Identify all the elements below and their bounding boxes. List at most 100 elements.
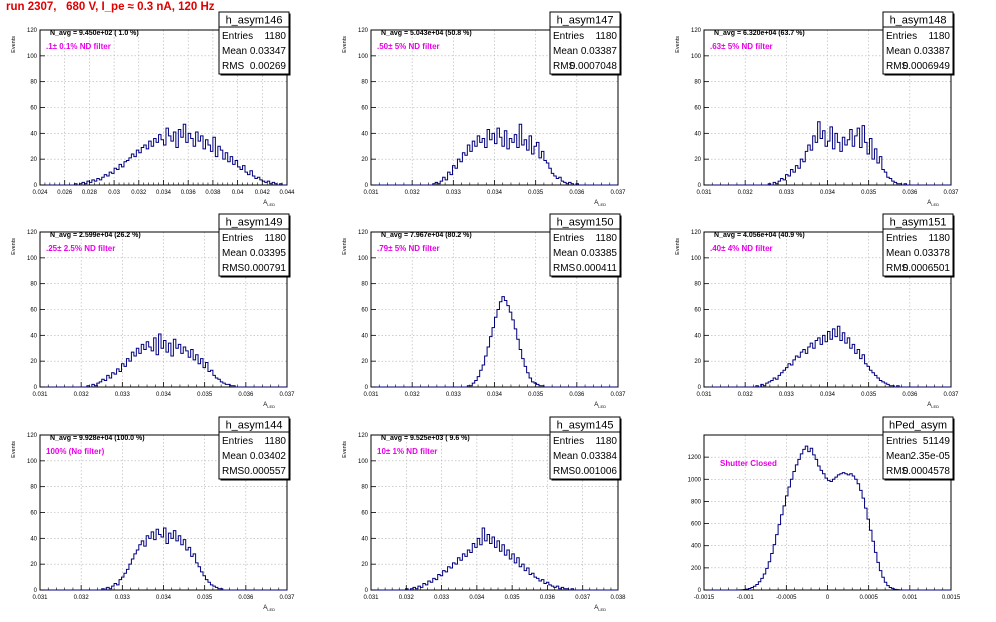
stats-label: RMS bbox=[222, 466, 245, 477]
x-axis-title: ALED bbox=[263, 200, 275, 207]
y-tick-label: 60 bbox=[694, 106, 701, 112]
y-tick-label: 20 bbox=[361, 157, 368, 163]
navg-label: N_avg = 9.525e+03 ( 9.6 %) bbox=[381, 435, 470, 442]
stats-label: Mean bbox=[886, 451, 911, 462]
x-axis-subscript: LED bbox=[267, 607, 275, 612]
histogram-pad-h_asym150: 0.031 0.032 0.033 0.034 0.035 0.036 0.037 0 20 40… bbox=[342, 213, 626, 409]
stats-label: RMS bbox=[886, 61, 909, 72]
x-tick-label: 0.036 bbox=[902, 190, 918, 196]
stats-value: 1180 bbox=[264, 31, 286, 42]
stats-value: 0.03402 bbox=[250, 451, 287, 462]
x-tick-label: 0.03 bbox=[108, 190, 120, 196]
filter-annotation: .63± 5% ND filter bbox=[710, 42, 773, 51]
filter-annotation: .1± 0.1% ND filter bbox=[46, 42, 111, 51]
x-tick-label: 0.033 bbox=[434, 595, 450, 601]
stats-label: RMS bbox=[553, 466, 576, 477]
y-tick-label: 80 bbox=[30, 282, 37, 288]
stats-value: 0.03347 bbox=[250, 46, 287, 57]
stats-value: 0.0004578 bbox=[903, 466, 951, 477]
y-tick-label: 60 bbox=[30, 308, 37, 314]
stats-label: Mean bbox=[553, 451, 578, 462]
y-tick-label: 80 bbox=[30, 80, 37, 86]
x-tick-label: 0.036 bbox=[569, 392, 585, 398]
x-tick-label: 0.038 bbox=[205, 190, 221, 196]
y-tick-label: 40 bbox=[30, 536, 37, 542]
x-tick-label: 0.035 bbox=[528, 392, 544, 398]
x-axis-subscript: LED bbox=[267, 202, 275, 207]
y-tick-label: 0 bbox=[365, 588, 369, 594]
stats-value: 0.000791 bbox=[244, 263, 286, 274]
y-tick-label: 800 bbox=[691, 499, 702, 505]
histogram-pad-h_asym148: 0.031 0.032 0.033 0.034 0.035 0.036 0.037 0 20 40… bbox=[675, 11, 959, 207]
histogram-name: h_asym148 bbox=[890, 15, 947, 27]
histogram-pad-h_asym144: 0.031 0.032 0.033 0.034 0.035 0.036 0.037 0 20 40… bbox=[11, 416, 295, 612]
x-tick-label: 0.031 bbox=[363, 190, 379, 196]
x-tick-label: 0.034 bbox=[469, 595, 485, 601]
y-tick-label: 60 bbox=[361, 511, 368, 517]
stats-label: Entries bbox=[222, 233, 253, 244]
y-tick-label: 40 bbox=[361, 333, 368, 339]
stats-label: Entries bbox=[886, 31, 917, 42]
filter-annotation: .25± 2.5% ND filter bbox=[46, 244, 115, 253]
y-tick-label: 60 bbox=[30, 511, 37, 517]
y-tick-label: 100 bbox=[358, 459, 369, 465]
y-axis-title: Events bbox=[675, 238, 681, 255]
x-tick-label: 0.035 bbox=[197, 392, 213, 398]
stats-box bbox=[549, 11, 621, 75]
x-tick-label: 0.036 bbox=[902, 392, 918, 398]
x-tick-label: 0.034 bbox=[156, 392, 172, 398]
x-tick-label: 0.036 bbox=[181, 190, 197, 196]
y-tick-label: 40 bbox=[30, 333, 37, 339]
x-tick-label: 0.037 bbox=[279, 392, 295, 398]
y-tick-label: 100 bbox=[27, 54, 38, 60]
x-tick-label: 0.032 bbox=[405, 190, 421, 196]
stats-value: 1180 bbox=[928, 31, 950, 42]
histogram-name: h_asym149 bbox=[226, 217, 283, 229]
y-tick-label: 40 bbox=[361, 131, 368, 137]
histogram-name: h_asym144 bbox=[226, 420, 283, 432]
stats-label: RMS bbox=[553, 263, 576, 274]
x-tick-label: 0.032 bbox=[738, 392, 754, 398]
stats-box bbox=[882, 416, 954, 480]
y-tick-label: 20 bbox=[361, 359, 368, 365]
y-tick-label: 80 bbox=[30, 485, 37, 491]
x-tick-label: 0.042 bbox=[255, 190, 271, 196]
filter-annotation: .40± 4% ND filter bbox=[710, 244, 773, 253]
y-tick-label: 100 bbox=[358, 54, 369, 60]
stats-value: 0.0006949 bbox=[903, 61, 951, 72]
y-axis-title: Events bbox=[342, 238, 348, 255]
y-tick-label: 120 bbox=[691, 28, 702, 34]
navg-label: N_avg = 5.043e+04 (50.8 %) bbox=[381, 30, 472, 37]
stats-value: 1180 bbox=[928, 233, 950, 244]
x-tick-label: 0.044 bbox=[279, 190, 295, 196]
x-tick-label: 0.031 bbox=[696, 190, 712, 196]
x-tick-label: 0.033 bbox=[115, 595, 131, 601]
stats-label: Entries bbox=[222, 31, 253, 42]
x-tick-label: 0.033 bbox=[779, 392, 795, 398]
stats-box bbox=[882, 213, 954, 277]
y-tick-label: 60 bbox=[361, 308, 368, 314]
stats-label: RMS bbox=[886, 466, 909, 477]
stats-label: Entries bbox=[553, 31, 584, 42]
histogram-line bbox=[704, 445, 951, 591]
stats-label: Entries bbox=[222, 436, 253, 447]
y-tick-label: 40 bbox=[30, 131, 37, 137]
histogram-pad-h_asym147: 0.031 0.032 0.033 0.034 0.035 0.036 0.037 0 20 40… bbox=[342, 11, 626, 207]
y-tick-label: 40 bbox=[361, 536, 368, 542]
x-tick-label: 0.036 bbox=[540, 595, 556, 601]
x-tick-label: 0.031 bbox=[363, 595, 379, 601]
histogram-name: h_asym145 bbox=[557, 420, 614, 432]
x-axis-subscript: LED bbox=[267, 404, 275, 409]
y-axis-title: Events bbox=[11, 441, 17, 458]
y-tick-label: 100 bbox=[27, 459, 38, 465]
histogram-pad-h_asym146: 0.024 0.026 0.028 0.03 0.032 0.034 0.036 0.038 0… bbox=[11, 11, 295, 207]
stats-label: Mean bbox=[222, 46, 247, 57]
x-axis-title: ALED bbox=[927, 200, 939, 207]
stats-value: 0.03395 bbox=[250, 248, 287, 259]
histogram-name: h_asym150 bbox=[557, 217, 614, 229]
histogram-line bbox=[40, 527, 287, 591]
stats-value: 0.00269 bbox=[250, 61, 287, 72]
filter-annotation: 10± 1% ND filter bbox=[377, 447, 437, 456]
stats-value: 0.03387 bbox=[581, 46, 618, 57]
x-tick-label: 0.024 bbox=[32, 190, 48, 196]
